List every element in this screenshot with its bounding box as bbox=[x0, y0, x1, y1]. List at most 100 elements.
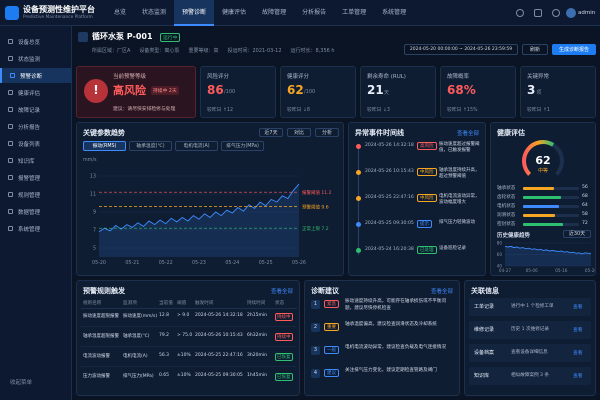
search-icon[interactable] bbox=[516, 9, 524, 17]
collapse[interactable]: 收起菜单 bbox=[10, 380, 33, 386]
timeline-title: 异常事件时间线 bbox=[355, 129, 404, 137]
refresh-button[interactable]: 刷新 bbox=[522, 44, 548, 55]
sidebar-label: 设备列表 bbox=[18, 142, 41, 148]
related-link[interactable]: 查看 bbox=[573, 328, 583, 333]
app-subtitle: Predictive Maintenance Platform bbox=[23, 15, 93, 20]
trend-button[interactable]: 分析 bbox=[315, 128, 339, 137]
sidebar-icon bbox=[8, 107, 13, 112]
related-name: 知识库 bbox=[474, 373, 490, 379]
device-meta: 所属区域：厂区A 设备类型：离心泵 重要等级：高 投运时间：2021-03-12 运行时… bbox=[92, 47, 335, 54]
sidebar-item[interactable]: 系统管理 bbox=[0, 221, 72, 236]
table-cell: 3h20min bbox=[247, 353, 267, 358]
trend-tab[interactable]: 排气压力(MPa) bbox=[221, 141, 264, 151]
table-cell: 79.2 bbox=[159, 333, 170, 338]
report-button[interactable]: 生成诊断报告 bbox=[552, 44, 596, 55]
status-badge: 持续中 bbox=[275, 313, 293, 321]
table-cell: 2024-05-25 22:47:16 bbox=[195, 353, 243, 358]
kpi-card: 健康评分 62/100 较昨日 ↓8 bbox=[280, 66, 356, 118]
area bbox=[505, 246, 591, 266]
sidebar-label: 健康评估 bbox=[18, 91, 41, 97]
event-time: 2024-05-26 10:15:43 bbox=[365, 169, 414, 174]
nav-item[interactable]: 工单管理 bbox=[342, 9, 367, 16]
table-cell: 2024-05-25 09:30:05 bbox=[195, 373, 243, 378]
advice-title: 诊断建议 bbox=[311, 287, 339, 295]
nav-item[interactable]: 健康评估 bbox=[222, 9, 247, 16]
area bbox=[99, 184, 299, 257]
date-range[interactable]: 2024-05-20 00:00:00 ~ 2024-05-26 23:59:5… bbox=[404, 44, 518, 55]
trend-tab[interactable]: 轴承温度(℃) bbox=[129, 141, 172, 151]
sidebar-item[interactable]: 数据管理 bbox=[0, 204, 72, 219]
event-tag: 高风险 bbox=[417, 142, 437, 150]
advice-tag: 建议 bbox=[324, 369, 339, 377]
alert-badge: 持续中 2天 bbox=[151, 86, 179, 95]
table-cell: ±10% bbox=[177, 353, 191, 358]
event-text: 设备巡检记录 bbox=[439, 246, 466, 251]
sidebar-item[interactable]: 故障记录 bbox=[0, 102, 72, 117]
trend-chart: mm/s 5 7 9 11 13 05-20 05-21 05-22 05-23 05-24 05-2… bbox=[83, 157, 332, 266]
advice-text: 电机电流波动异常，建议检查负载及电气连接情况 bbox=[345, 345, 447, 350]
advice-tag: 重要 bbox=[324, 323, 339, 331]
nav-item[interactable]: 预警诊断 bbox=[174, 0, 215, 26]
sidebar-item[interactable]: 设备总览 bbox=[0, 34, 72, 49]
nav-item[interactable]: 状态监测 bbox=[142, 9, 167, 16]
related-name: 设备档案 bbox=[474, 350, 495, 356]
status-badge: 持续中 bbox=[275, 333, 293, 341]
y-axis-label: mm/s bbox=[83, 157, 97, 163]
x-tick-label: 05-21 bbox=[125, 260, 139, 266]
related-row bbox=[469, 298, 591, 316]
sidebar-item[interactable]: 报警管理 bbox=[0, 170, 72, 185]
nav-item[interactable]: 故障管理 bbox=[262, 9, 287, 16]
row-divider bbox=[81, 366, 297, 367]
alert-advice: 建议：请尽快安排检修与处理 bbox=[113, 107, 176, 112]
related-name: 维修记录 bbox=[474, 327, 495, 333]
avatar[interactable] bbox=[566, 8, 576, 18]
user-name[interactable]: admin bbox=[578, 10, 596, 16]
table-header: 状态 bbox=[275, 301, 285, 306]
event-text: 电机电流波动异常，波动幅度增大 bbox=[439, 194, 480, 205]
timeline-dot bbox=[356, 170, 361, 175]
sidebar-label: 状态监测 bbox=[18, 57, 41, 63]
sidebar-item[interactable]: 设备列表 bbox=[0, 136, 72, 151]
kpi-card: 关键异常 3 项较昨日 ↑1 bbox=[520, 66, 596, 118]
advice-tag: 紧急 bbox=[324, 300, 339, 308]
rules-more[interactable]: 查看全部 bbox=[270, 289, 293, 295]
related-link[interactable]: 查看 bbox=[573, 305, 583, 310]
sidebar-icon bbox=[8, 39, 13, 44]
trend-button[interactable]: 对比 bbox=[287, 128, 311, 137]
nav: 总览 状态监测 预警诊断 健康评估 故障管理 分析报告 工单管理 系统管理 bbox=[106, 0, 414, 26]
related-text: 进行中 1 个检修工单 bbox=[511, 304, 554, 309]
trend-tab[interactable]: 振动(RMS) bbox=[83, 141, 126, 151]
gauge-label: 中等 bbox=[538, 167, 548, 174]
timeline-dot bbox=[356, 196, 361, 201]
nav-item[interactable]: 系统管理 bbox=[382, 9, 407, 16]
advice-more[interactable]: 查看全部 bbox=[430, 289, 453, 295]
x-tick-label: 05-23 bbox=[192, 260, 206, 266]
related-text: 相似故障案例 3 条 bbox=[511, 373, 550, 378]
sidebar-item[interactable]: 预警诊断 bbox=[0, 68, 72, 83]
kpi-value: 3 bbox=[527, 83, 536, 97]
timeline-more[interactable]: 查看全部 bbox=[456, 131, 479, 137]
sidebar-item[interactable]: 规则管理 bbox=[0, 187, 72, 202]
sidebar-item[interactable]: 状态监测 bbox=[0, 51, 72, 66]
related-link[interactable]: 查看 bbox=[573, 374, 583, 379]
history-range[interactable]: 近30天 bbox=[563, 230, 591, 238]
sidebar: 收起菜单 设备总览状态监测预警诊断健康评估故障记录分析报告设备列表知识库报警管理… bbox=[0, 26, 72, 400]
trend-button[interactable]: 近7天 bbox=[259, 128, 283, 137]
nav-item[interactable]: 分析报告 bbox=[302, 9, 327, 16]
kpi-change: 较昨日 ↑1 bbox=[527, 108, 550, 113]
sidebar-item[interactable]: 分析报告 bbox=[0, 119, 72, 134]
related-row bbox=[469, 367, 591, 385]
nav-item[interactable]: 总览 bbox=[114, 9, 127, 16]
help-icon[interactable] bbox=[552, 9, 560, 17]
advice-text: 振动速度持续升高，可能存在轴承损伤或不平衡问题，建议尽快停机检查 bbox=[345, 299, 447, 311]
sidebar-item[interactable]: 知识库 bbox=[0, 153, 72, 168]
bell-icon[interactable] bbox=[534, 9, 542, 17]
sidebar-icon bbox=[8, 175, 13, 180]
y-tick-label: 7 bbox=[93, 228, 96, 234]
related-link[interactable]: 查看 bbox=[573, 351, 583, 356]
trend-tab[interactable]: 电机电流(A) bbox=[175, 141, 218, 151]
sidebar-item[interactable]: 健康评估 bbox=[0, 85, 72, 100]
sidebar-label: 报警管理 bbox=[18, 176, 41, 182]
history-chart: 40 60 80 04-27 05-06 05-16 05-26 bbox=[497, 240, 595, 273]
sidebar-icon bbox=[8, 226, 13, 231]
